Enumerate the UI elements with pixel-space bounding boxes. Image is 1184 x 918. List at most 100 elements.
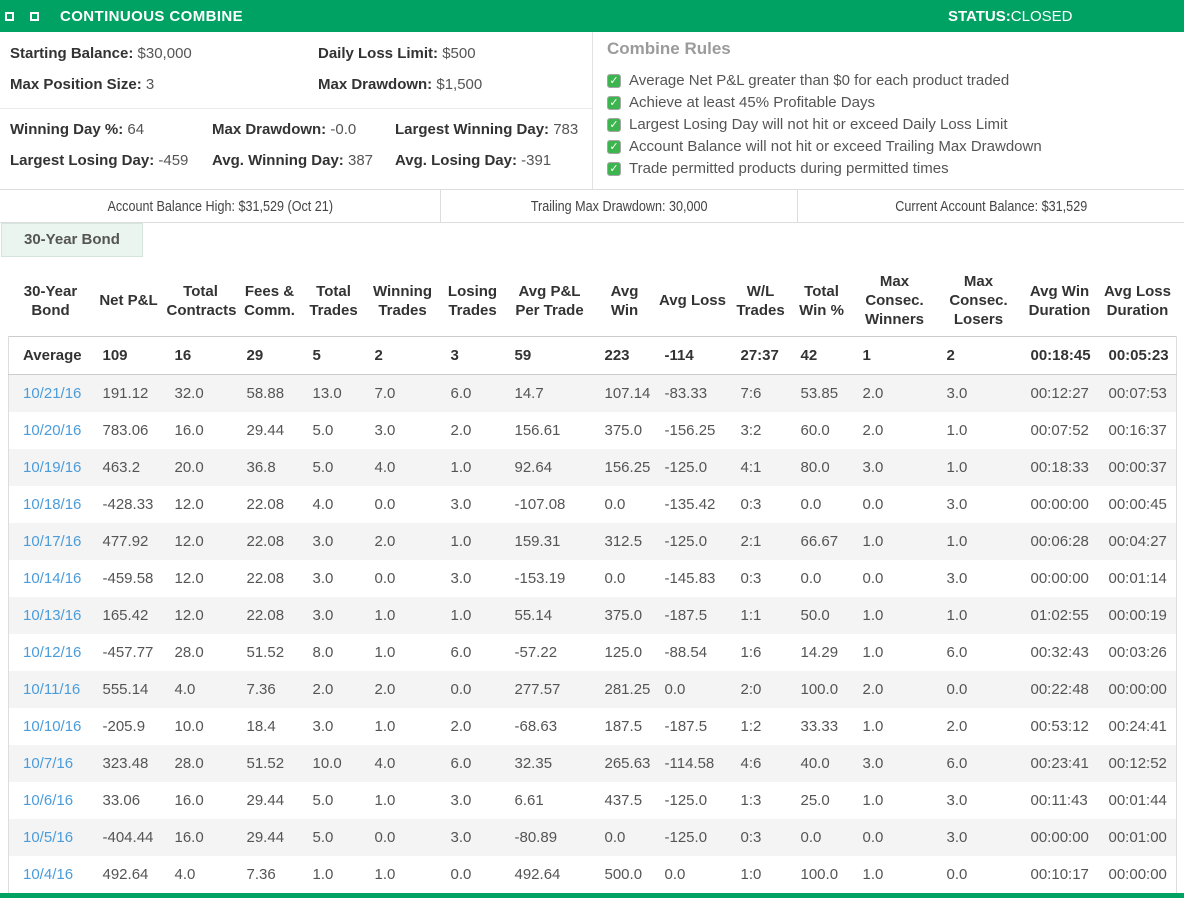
checkbox-checked-icon[interactable]: ✓	[607, 73, 621, 88]
table-row: 10/14/16 -459.58 12.0 22.08 3.0 0.0 3.0 -153.19…	[8, 559, 1177, 597]
param-item-label: Starting Balance:	[10, 45, 138, 62]
table-cell: 0.0	[862, 495, 884, 513]
table-cell: 00:12:27	[1030, 384, 1089, 402]
table-cell: 00:00:00	[1030, 828, 1089, 846]
table-cell: 100.0	[800, 865, 839, 883]
table-cell: -125.0	[664, 458, 708, 476]
date-link[interactable]: 10/14/16	[8, 559, 93, 597]
current-account-balance: Current Account Balance: $31,529	[797, 190, 1184, 222]
date-link[interactable]: 10/18/16	[8, 485, 93, 523]
column-header: Avg Win	[610, 282, 639, 319]
stat-item: Avg. Winning Day: 387	[212, 152, 395, 170]
current-account-balance-text: Current Account Balance: $31,529	[895, 198, 1087, 215]
table-cell: 312.5	[604, 532, 643, 550]
table-cell: 1.0	[862, 791, 884, 809]
table-cell: 22.08	[246, 606, 285, 624]
date-link[interactable]: 10/19/16	[8, 448, 93, 486]
table-cell: 3.0	[946, 569, 968, 587]
tab-30-year-bond[interactable]: 30-Year Bond	[1, 223, 143, 257]
table-cell: 3.0	[312, 569, 334, 587]
date-link[interactable]: 10/13/16	[8, 596, 93, 634]
table-cell: 33.33	[800, 717, 839, 735]
table-cell: 3.0	[374, 421, 396, 439]
average-cell: 00:05:23	[1098, 335, 1177, 375]
date-link[interactable]: 10/21/16	[8, 374, 93, 412]
table-cell: -88.54	[664, 643, 708, 661]
table-cell: 00:03:26	[1098, 633, 1177, 671]
table-cell: 6.0	[450, 384, 472, 402]
table-cell: 00:00:45	[1098, 485, 1177, 523]
table-cell: 3.0	[946, 384, 968, 402]
table-cell: -107.08	[514, 495, 566, 513]
checkbox-checked-icon[interactable]: ✓	[607, 117, 621, 132]
table-header-row: 30-Year Bond Net P&L Total Contracts Fees &…	[9, 266, 1177, 336]
table-cell: 4:6	[740, 754, 762, 772]
checkbox-checked-icon[interactable]: ✓	[607, 95, 621, 110]
table-cell: 58.88	[246, 384, 285, 402]
checkbox-checked-icon[interactable]: ✓	[607, 161, 621, 176]
table-cell: 00:07:52	[1030, 421, 1089, 439]
combine-rule-text: Trade permitted products during permitte…	[629, 160, 949, 177]
param-item-label: Max Drawdown:	[318, 76, 437, 93]
stat-item-label: Avg. Winning Day:	[212, 152, 348, 169]
column-header: Winning Trades	[372, 282, 432, 319]
table-cell: 10.0	[174, 717, 204, 735]
date-link[interactable]: 10/12/16	[8, 633, 93, 671]
column-header: Losing Trades	[447, 282, 498, 319]
date-link[interactable]: 10/17/16	[8, 522, 93, 560]
table-cell: 0.0	[946, 865, 968, 883]
table-cell: 00:10:17	[1030, 865, 1089, 883]
table-cell: 1.0	[862, 865, 884, 883]
window-icon[interactable]	[5, 11, 14, 21]
param-item-value: 3	[145, 76, 155, 93]
table-cell: 3.0	[450, 828, 472, 846]
date-link[interactable]: 10/4/16	[8, 855, 93, 893]
table-cell: 00:01:44	[1098, 781, 1177, 819]
average-cell: 5	[302, 335, 365, 375]
table-cell: 00:11:43	[1030, 791, 1088, 809]
param-item: Max Drawdown: $1,500	[318, 76, 592, 94]
table-cell: -68.63	[514, 717, 558, 735]
table-cell: 12.0	[174, 569, 204, 587]
table-cell: 32.0	[174, 384, 204, 402]
flag-icon[interactable]	[30, 11, 39, 21]
table-cell: 55.14	[514, 606, 553, 624]
table-cell: 0.0	[800, 828, 822, 846]
average-cell: 2	[936, 335, 1021, 375]
date-link[interactable]: 10/5/16	[8, 818, 93, 856]
table-cell: -57.22	[514, 643, 558, 661]
date-link[interactable]: 10/7/16	[8, 744, 93, 782]
stat-item-label: Largest Losing Day:	[10, 152, 159, 169]
table-cell: 1:6	[740, 643, 762, 661]
table-cell: 187.5	[604, 717, 643, 735]
table-cell: 7.0	[374, 384, 396, 402]
table-cell: 0.0	[946, 680, 968, 698]
table-cell: 1:2	[740, 717, 762, 735]
table-cell: 1:0	[740, 865, 762, 883]
table-cell: 375.0	[604, 606, 643, 624]
date-link[interactable]: 10/11/16	[8, 670, 93, 708]
table-cell: 53.85	[800, 384, 839, 402]
table-cell: 0:3	[740, 828, 762, 846]
trailing-max-drawdown: Trailing Max Drawdown: 30,000	[440, 190, 797, 222]
table-cell: 0.0	[664, 865, 686, 883]
date-link[interactable]: 10/20/16	[8, 411, 93, 449]
table-row: 10/21/16 191.12 32.0 58.88 13.0 7.0 6.0 14.7 107…	[8, 374, 1177, 412]
date-link[interactable]: 10/6/16	[8, 781, 93, 819]
stat-item: Winning Day %: 64	[10, 121, 212, 139]
table-row: 10/17/16 477.92 12.0 22.08 3.0 2.0 1.0 159.31 31…	[8, 522, 1177, 560]
table-cell: 00:32:43	[1030, 643, 1089, 661]
average-cell: -114	[654, 335, 731, 375]
table-row: 10/10/16 -205.9 10.0 18.4 3.0 1.0 2.0 -68.63 187…	[8, 707, 1177, 745]
table-cell: 3.0	[312, 532, 334, 550]
table-cell: 4.0	[174, 865, 196, 883]
checkbox-checked-icon[interactable]: ✓	[607, 139, 621, 154]
stat-item-value: 387	[347, 152, 374, 169]
date-link[interactable]: 10/10/16	[8, 707, 93, 745]
combine-rules-list: ✓ Average Net P&L greater than $0 for eac…	[607, 72, 1184, 177]
table-cell: 00:12:52	[1098, 744, 1177, 782]
table-cell: 29.44	[246, 421, 285, 439]
table-cell: 2.0	[862, 680, 884, 698]
combine-rule-text: Largest Losing Day will not hit or excee…	[629, 116, 1008, 133]
bottom-green-strip	[0, 892, 1184, 898]
